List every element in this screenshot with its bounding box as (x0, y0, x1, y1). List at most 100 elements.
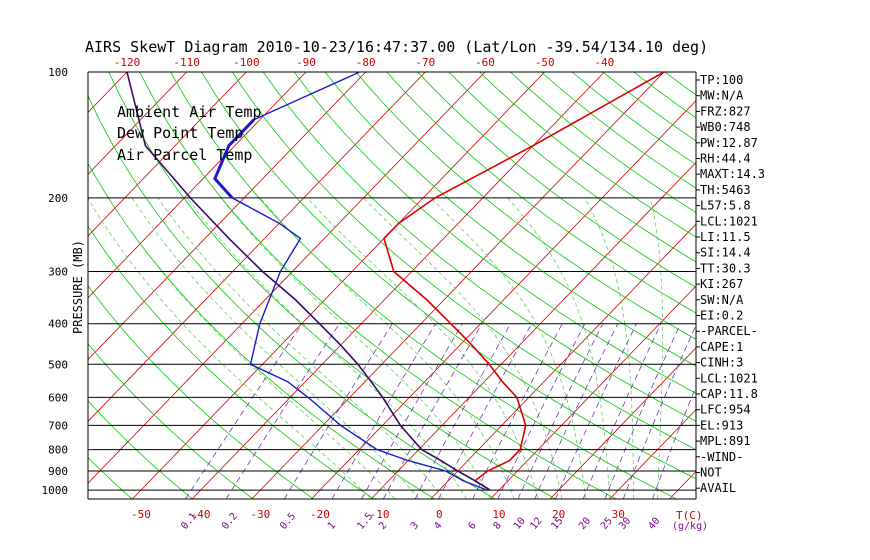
moist-adiabat-line (220, 197, 491, 499)
index-value: NOT (700, 466, 722, 480)
dry-adiabat-line (479, 72, 696, 238)
bottom-axis-unit: T(C) (676, 509, 703, 522)
bottom-temp-tick-label: 0 (436, 508, 443, 521)
moist-adiabat-line (584, 197, 634, 499)
isotherm-line (88, 72, 247, 237)
index-value: MW:N/A (700, 89, 744, 103)
mixing-ratio-line (604, 323, 681, 499)
index-value: AVAIL (700, 481, 736, 495)
mixing-ratio-tick-label: 12 (528, 516, 544, 532)
legend-air-parcel-temp: Air Parcel Temp (117, 146, 252, 164)
dry-adiabat-line (293, 72, 696, 394)
mixing-ratio-line (652, 385, 696, 499)
mixing-ratio-tick-label: 4 (432, 520, 444, 532)
pressure-tick-label: 1000 (42, 484, 69, 497)
moist-adiabat-line (363, 197, 563, 499)
mixing-ratio-line (582, 323, 662, 499)
bottom-temp-tick-label: -20 (310, 508, 330, 521)
top-temp-tick-label: -90 (296, 56, 316, 69)
index-value: LI:11.5 (700, 230, 751, 244)
pressure-tick-label: 900 (48, 465, 68, 478)
pressure-tick-label: 300 (48, 266, 68, 279)
index-value: -PARCEL- (700, 324, 758, 338)
index-value: TH:5463 (700, 183, 751, 197)
mixing-ratio-tick-label: 6 (466, 520, 478, 532)
dry-adiabat-line (88, 400, 193, 499)
index-value: KI:267 (700, 277, 743, 291)
index-value: CAP:11.8 (700, 387, 758, 401)
isotherm-line (0, 72, 8, 499)
isotherm-line (88, 72, 307, 299)
dry-adiabat-line (0, 72, 72, 499)
bottom-temp-tick-label: -50 (131, 508, 151, 521)
mixing-ratio-line (331, 323, 436, 499)
top-temp-tick-label: -120 (114, 56, 141, 69)
series-line-ambient-air-temp (383, 72, 665, 491)
mixing-ratio-line (414, 323, 511, 499)
index-value: CAPE:1 (700, 340, 743, 354)
moist-adiabat-line (88, 197, 372, 499)
isotherm-line (311, 100, 696, 499)
moist-adiabat-line (108, 197, 396, 499)
mixing-ratio-tick-label: 0.2 (220, 511, 240, 532)
pressure-tick-label: 500 (48, 358, 68, 371)
isobar-lines: 100 200 300 400 500 600 700 800 900 1000 (42, 66, 697, 500)
mixing-ratio-line (555, 323, 637, 499)
pressure-tick-label: 700 (48, 419, 68, 432)
mixing-ratio-line (225, 323, 340, 499)
moist-adiabat-line (131, 197, 420, 499)
mixing-ratio-tick-label: 20 (577, 516, 593, 532)
mixing-ratio-unit: (g/kg) (672, 521, 708, 532)
top-temp-tick-label: -70 (415, 56, 435, 69)
index-value: LCL:1021 (700, 214, 758, 228)
dry-adiabat-line (664, 72, 696, 96)
isotherm-line (430, 223, 696, 499)
isotherm-line (132, 72, 545, 499)
bottom-temp-tick-label: -30 (250, 508, 270, 521)
series-line-air-parcel-temp (126, 72, 491, 491)
top-temp-tick-label: -100 (233, 56, 260, 69)
top-temp-tick-label: -80 (356, 56, 376, 69)
y-axis-label: PRESSURE (MB) (71, 240, 85, 334)
index-value: RH:44.4 (700, 152, 751, 166)
dry-adiabat-line (448, 72, 696, 263)
pressure-tick-label: 400 (48, 318, 68, 331)
index-value: EI:0.2 (700, 309, 743, 323)
isotherm-line (88, 72, 426, 422)
legend-dew-point-temp: Dew Point Temp (117, 124, 243, 142)
top-temp-tick-label: -50 (535, 56, 555, 69)
dry-adiabat-line (417, 72, 696, 288)
index-value: CINH:3 (700, 356, 743, 370)
mixing-ratio-line (382, 323, 483, 499)
index-value: SI:14.4 (700, 246, 751, 260)
mixing-ratio-tick-label: 8 (492, 520, 504, 532)
moist-adiabat-line (507, 197, 611, 499)
mixing-ratio-lines (185, 323, 696, 499)
mixing-ratio-line (622, 324, 696, 499)
legend-ambient-air-temp: Ambient Air Temp (117, 103, 262, 121)
isotherm-line (0, 72, 67, 499)
moist-adiabat-line (430, 197, 587, 499)
top-temp-tick-label: -60 (475, 56, 495, 69)
dew-point-thick-segment (213, 118, 256, 199)
index-value: PW:12.87 (700, 136, 758, 150)
index-value: LFC:954 (700, 403, 751, 417)
mixing-ratio-line (283, 323, 393, 499)
moist-adiabat-line (259, 197, 515, 499)
top-temp-tick-label: -110 (173, 56, 200, 69)
mixing-ratio-tick-label: 1 (326, 520, 338, 532)
sounding-series (126, 72, 665, 491)
dry-adiabat-line (88, 225, 375, 499)
mixing-ratio-line (185, 323, 303, 499)
pressure-tick-label: 600 (48, 391, 68, 404)
dry-adiabat-line (108, 72, 556, 499)
moist-adiabat-line (186, 197, 467, 499)
mixing-ratio-tick-label: 40 (646, 516, 662, 532)
bottom-temp-tick-label: -10 (370, 508, 390, 521)
dry-adiabat-line (355, 72, 696, 340)
index-value: MPL:891 (700, 434, 751, 448)
dry-adiabat-line (88, 94, 496, 499)
index-value: TP:100 (700, 73, 743, 87)
dry-adiabat-line (262, 72, 696, 422)
